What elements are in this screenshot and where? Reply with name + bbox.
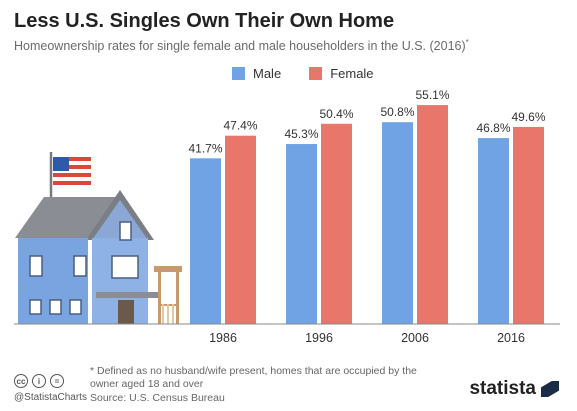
data-label-female-2016: 49.6% [511,110,545,124]
bar-group: 41.7%47.4% 1986 45.3%50.4% 1996 50.8%55.1% 20… [188,88,545,345]
x-tick-label-2016: 2016 [497,331,525,345]
legend-label-male: Male [253,66,282,81]
brand-name: statista [469,378,536,399]
bar-female-2006 [417,105,448,324]
cc-icon: cc [14,374,28,388]
x-tick-label-1986: 1986 [209,331,237,345]
twitter-handle: @StatistaCharts [14,392,87,403]
footnote: * Defined as no husband/wife present, ho… [90,365,417,390]
chart-subtitle: Homeownership rates for single female an… [14,38,469,54]
bar-female-2016 [513,126,544,324]
legend-item-male: Male [232,66,281,81]
bar-male-1996 [286,144,317,324]
data-label-male-1996: 45.3% [284,127,318,141]
source-note: Source: U.S. Census Bureau [90,392,225,404]
legend-swatch-male [232,67,245,80]
legend-swatch-female [309,67,323,80]
us-flag-icon [53,157,91,185]
bar-female-1986 [225,135,256,324]
data-label-female-1986: 47.4% [223,119,257,133]
statista-mark-icon [541,381,559,397]
house-gable [92,196,148,238]
bar-male-1986 [190,158,221,324]
nd-icon: = [50,374,64,388]
data-label-male-1986: 41.7% [188,141,222,155]
x-tick-label-2006: 2006 [401,331,429,345]
house-illustration [15,152,182,324]
x-tick-label-1996: 1996 [305,331,333,345]
legend: Male Female [232,66,392,81]
by-icon: i [32,374,46,388]
data-label-male-2016: 46.8% [476,121,510,135]
brand-logo: statista [469,378,559,400]
chart-title: Less U.S. Singles Own Their Own Home [14,10,395,32]
bar-male-2016 [478,138,509,324]
data-label-male-2006: 50.8% [380,105,414,119]
data-label-female-1996: 50.4% [319,107,353,121]
legend-item-female: Female [309,66,374,81]
bar-female-1996 [321,123,352,324]
legend-label-female: Female [330,66,374,81]
data-label-female-2006: 55.1% [415,88,449,102]
bar-male-2006 [382,122,413,324]
license-icons: cc i = [14,374,64,388]
